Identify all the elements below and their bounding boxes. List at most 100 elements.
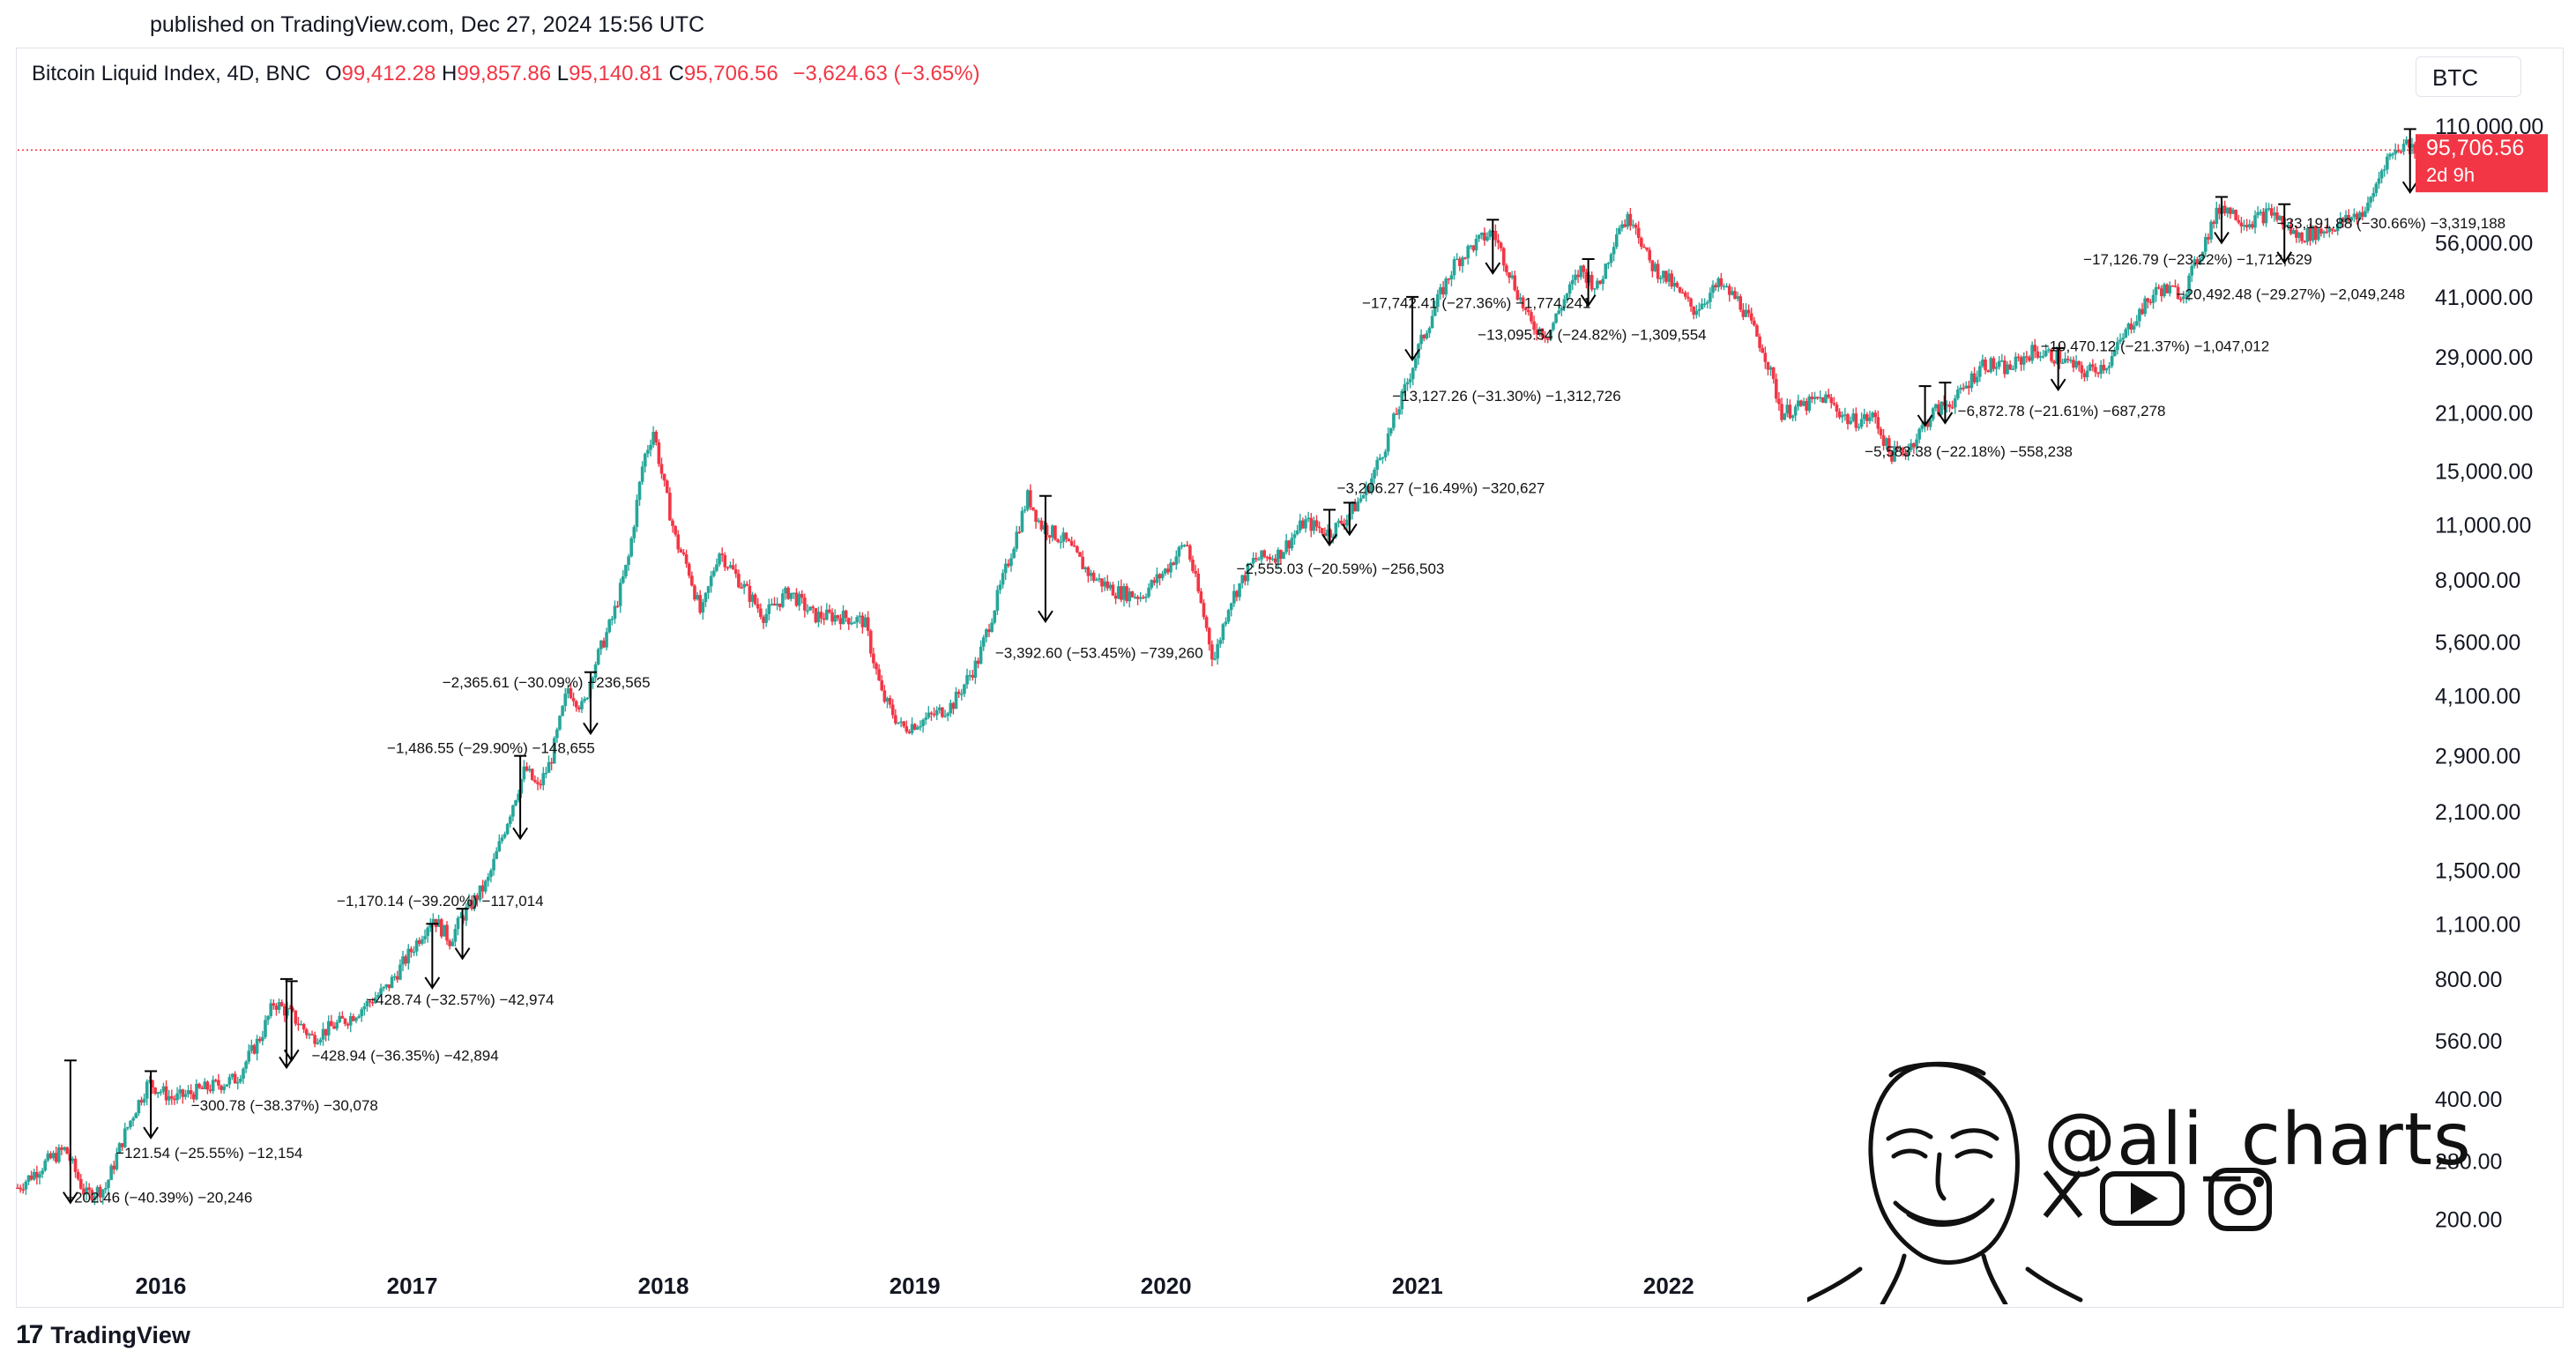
candle-body: [2225, 207, 2230, 214]
candle-body: [1094, 579, 1098, 582]
candle-body: [2000, 360, 2004, 362]
candle-body: [1582, 265, 1586, 272]
drawdown-annotations: −202.46 (−40.39%) −20,246 −121.54 (−25.55…: [63, 128, 2505, 1206]
candle-body: [1287, 540, 1292, 549]
youtube-icon[interactable]: [2100, 1171, 2185, 1226]
candle-body: [2347, 214, 2350, 221]
candle-body: [1846, 414, 1850, 425]
candle-body: [1871, 412, 1874, 418]
candle-body: [508, 816, 512, 824]
candle-body: [2052, 360, 2056, 364]
watermark: [1805, 1058, 2424, 1307]
candle-body: [1103, 581, 1106, 587]
candle-body: [764, 613, 768, 623]
candle-body: [1744, 309, 1748, 317]
candle-body: [1843, 414, 1847, 416]
candle-body: [549, 761, 554, 764]
candle-body: [436, 919, 441, 927]
candle-body: [57, 1147, 61, 1162]
candle-body: [2261, 212, 2266, 224]
candle-body: [605, 632, 608, 648]
candle-body: [308, 1034, 311, 1036]
candle-body: [2291, 229, 2296, 234]
candle-body: [2008, 364, 2012, 370]
candle-body: [1596, 280, 1599, 289]
candle-body: [593, 664, 598, 678]
candle-body: [376, 994, 380, 999]
price-tick-label: 1,100.00: [2435, 912, 2520, 937]
candle-body: [1425, 333, 1429, 339]
candle-body: [505, 823, 510, 835]
candle-body: [503, 834, 507, 838]
candle-body: [1560, 308, 1564, 311]
candle-body: [197, 1083, 201, 1088]
symbol-name[interactable]: Bitcoin Liquid Index, 4D, BNC: [32, 62, 311, 85]
candle-body: [629, 538, 633, 557]
candle-body: [1571, 279, 1575, 285]
candle-body: [2317, 228, 2320, 241]
candle-body: [2355, 213, 2359, 220]
candle-body: [1780, 404, 1783, 420]
price-tick-label: 21,000.00: [2435, 401, 2533, 426]
candle-body: [487, 876, 490, 881]
candle-body: [833, 615, 837, 622]
instagram-icon[interactable]: [2208, 1168, 2272, 1231]
candle-body: [1125, 586, 1128, 602]
candle-body: [2391, 153, 2394, 156]
candle-body: [1515, 290, 1520, 301]
candle-body: [1282, 552, 1285, 560]
candle-body: [2077, 360, 2081, 366]
candle-body: [731, 565, 735, 570]
candle-body: [2308, 227, 2312, 241]
candle-body: [203, 1081, 207, 1089]
price-tick-label: 41,000.00: [2435, 286, 2533, 310]
candle-body: [1510, 275, 1514, 278]
candle-body: [151, 1080, 154, 1088]
ohlc-legend: Bitcoin Liquid Index, 4D, BNC O99,412.28…: [32, 62, 980, 86]
candle-body: [1246, 563, 1250, 582]
candle-body: [1108, 584, 1113, 589]
candle-body: [679, 549, 683, 553]
candle-body: [1029, 490, 1032, 508]
candle-body: [844, 610, 848, 619]
candle-body: [1950, 407, 1954, 409]
candle-body: [175, 1093, 179, 1101]
candle-body: [1015, 531, 1019, 549]
candle-body: [2267, 208, 2271, 210]
candle-body: [2185, 293, 2188, 297]
drawdown-label: −428.74 (−32.57%) −42,974: [367, 991, 554, 1008]
x-icon[interactable]: [2043, 1170, 2083, 1218]
candle-body: [2011, 368, 2015, 370]
candle-body: [1158, 574, 1162, 579]
candle-body: [2264, 208, 2268, 224]
candle-body: [2118, 339, 2122, 342]
candle-body: [1180, 545, 1184, 547]
candle-body: [1724, 286, 1729, 288]
candle-body: [1113, 595, 1118, 599]
candle-body: [1854, 413, 1858, 428]
candle-body: [2129, 323, 2133, 330]
candle-body: [1017, 531, 1022, 533]
candle-body: [1731, 291, 1734, 295]
tradingview-footer[interactable]: 17 TradingView: [16, 1320, 190, 1350]
candle-body: [1086, 567, 1091, 576]
candle-body: [1047, 535, 1052, 538]
candle-body: [880, 680, 884, 691]
candle-body: [875, 663, 878, 670]
candle-body: [1483, 232, 1486, 241]
candle-body: [530, 768, 534, 780]
candle-body: [1909, 442, 1913, 450]
candle-body: [257, 1038, 262, 1042]
candle-body: [1716, 278, 1721, 288]
currency-button[interactable]: BTC: [2416, 56, 2521, 97]
candle-body: [2143, 298, 2147, 315]
candle-body: [1997, 360, 2001, 367]
candle-body: [51, 1153, 56, 1159]
candle-body: [2091, 364, 2095, 367]
candle-body: [1969, 373, 1974, 389]
candle-body: [2036, 351, 2040, 358]
candle-body: [902, 721, 906, 727]
candle-body: [1636, 227, 1641, 238]
candle-body: [1631, 224, 1635, 226]
